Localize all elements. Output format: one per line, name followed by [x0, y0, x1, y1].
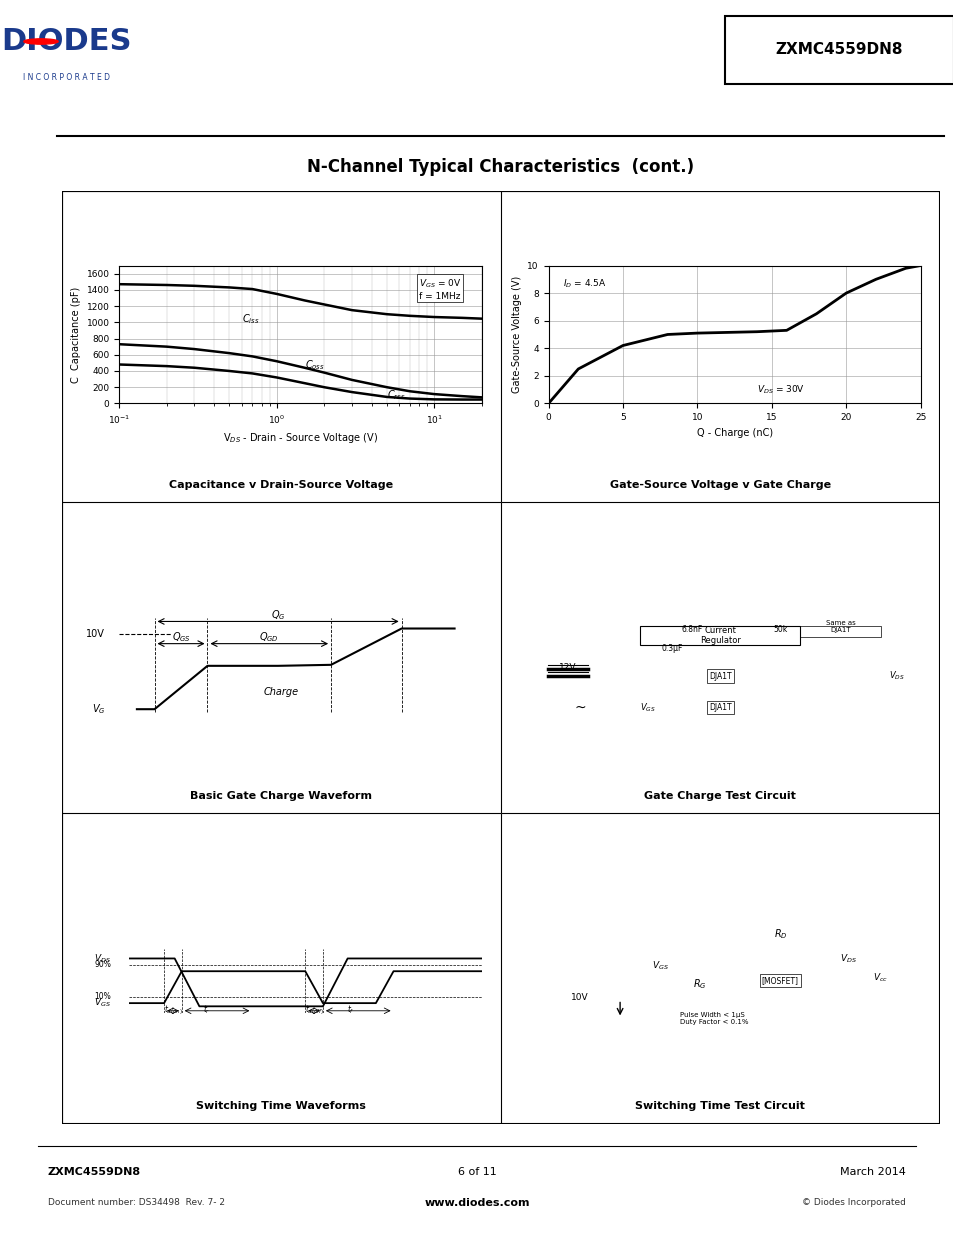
X-axis label: V$_{DS}$ - Drain - Source Voltage (V): V$_{DS}$ - Drain - Source Voltage (V)	[223, 431, 377, 445]
Text: Capacitance v Drain-Source Voltage: Capacitance v Drain-Source Voltage	[170, 480, 393, 490]
Text: Gate-Source Voltage v Gate Charge: Gate-Source Voltage v Gate Charge	[609, 480, 830, 490]
Text: ZXMC4559DN8: ZXMC4559DN8	[775, 42, 902, 57]
Text: ZXMC4559DN8: ZXMC4559DN8	[48, 1167, 141, 1177]
Text: $V_{cc}$: $V_{cc}$	[872, 972, 887, 984]
Text: NEW PRODUCT: NEW PRODUCT	[11, 614, 22, 701]
Text: 90%: 90%	[94, 961, 111, 969]
Text: $R_D$: $R_D$	[773, 926, 786, 941]
Text: Document number: DS34498  Rev. 7- 2: Document number: DS34498 Rev. 7- 2	[48, 1198, 225, 1208]
Text: DJA1T: DJA1T	[708, 703, 731, 713]
Text: N-Channel Typical Characteristics  (cont.): N-Channel Typical Characteristics (cont.…	[307, 158, 694, 175]
Text: DIODES: DIODES	[2, 27, 132, 56]
Text: Basic Gate Charge Waveform: Basic Gate Charge Waveform	[191, 790, 372, 800]
Text: $V_{DS}$: $V_{DS}$	[887, 669, 903, 683]
Text: Same as
DJA1T: Same as DJA1T	[824, 620, 855, 634]
Text: I N C O R P O R A T E D: I N C O R P O R A T E D	[23, 73, 111, 82]
Text: $V_{GS}$: $V_{GS}$	[94, 997, 111, 1009]
Bar	[800, 626, 880, 637]
Circle shape	[24, 38, 58, 44]
Text: 6.8nF: 6.8nF	[680, 625, 702, 635]
Text: $Q_{GS}$: $Q_{GS}$	[172, 631, 191, 645]
Text: $t_f$: $t_f$	[347, 1004, 355, 1016]
X-axis label: Q - Charge (nC): Q - Charge (nC)	[696, 427, 772, 437]
Text: $V_{GS}$: $V_{GS}$	[639, 701, 656, 714]
Text: $V_G$: $V_G$	[91, 703, 105, 716]
Bar	[639, 626, 800, 645]
Text: 10V: 10V	[571, 993, 588, 1002]
Text: $Q_{GD}$: $Q_{GD}$	[259, 631, 279, 645]
Text: $t_r$: $t_r$	[202, 1004, 210, 1016]
Text: $R_G$: $R_G$	[693, 977, 706, 990]
Text: www.diodes.com: www.diodes.com	[424, 1198, 529, 1208]
Text: Gate Charge Test Circuit: Gate Charge Test Circuit	[643, 790, 796, 800]
Text: ~: ~	[574, 700, 585, 715]
Text: 10V: 10V	[86, 629, 105, 638]
Text: $t_{d(on)}$: $t_{d(on)}$	[164, 1003, 183, 1018]
Text: $C_{oss}$: $C_{oss}$	[304, 358, 324, 372]
Text: © Diodes Incorporated: © Diodes Incorporated	[801, 1198, 905, 1208]
Text: Switching Time Waveforms: Switching Time Waveforms	[196, 1102, 366, 1112]
Text: 10%: 10%	[94, 992, 111, 1002]
Text: 50k: 50k	[773, 625, 786, 635]
Text: $V_{DS}$: $V_{DS}$	[840, 953, 856, 966]
Text: $V_{DS}$ = 30V: $V_{DS}$ = 30V	[756, 383, 804, 396]
Text: Charge: Charge	[264, 687, 298, 697]
Text: $V_{GS}$: $V_{GS}$	[651, 960, 668, 972]
Text: $Q_G$: $Q_G$	[271, 609, 285, 622]
Text: $I_D$ = 4.5A: $I_D$ = 4.5A	[563, 277, 606, 290]
Text: DJA1T: DJA1T	[708, 672, 731, 680]
Text: $V_{DS}$: $V_{DS}$	[94, 952, 111, 965]
Text: Current
Regulator: Current Regulator	[700, 626, 740, 645]
Text: $V_{GS}$ = 0V
f = 1MHz: $V_{GS}$ = 0V f = 1MHz	[418, 278, 461, 300]
Y-axis label: C  Capacitance (pF): C Capacitance (pF)	[71, 287, 81, 383]
Text: 6 of 11: 6 of 11	[457, 1167, 496, 1177]
Text: [MOSFET]: [MOSFET]	[761, 976, 798, 986]
Text: March 2014: March 2014	[840, 1167, 905, 1177]
Text: 0.3µF: 0.3µF	[660, 643, 682, 653]
FancyBboxPatch shape	[724, 16, 953, 84]
Text: $C_{iss}$: $C_{iss}$	[242, 312, 259, 326]
Text: Pulse Width < 1µS
Duty Factor < 0.1%: Pulse Width < 1µS Duty Factor < 0.1%	[679, 1011, 748, 1025]
Text: $t_{d(off)}$: $t_{d(off)}$	[305, 1003, 324, 1018]
Y-axis label: Gate-Source Voltage (V): Gate-Source Voltage (V)	[511, 275, 521, 393]
Text: Switching Time Test Circuit: Switching Time Test Circuit	[635, 1102, 804, 1112]
Text: 12V: 12V	[558, 663, 577, 672]
Text: $C_{rss}$: $C_{rss}$	[387, 388, 405, 401]
